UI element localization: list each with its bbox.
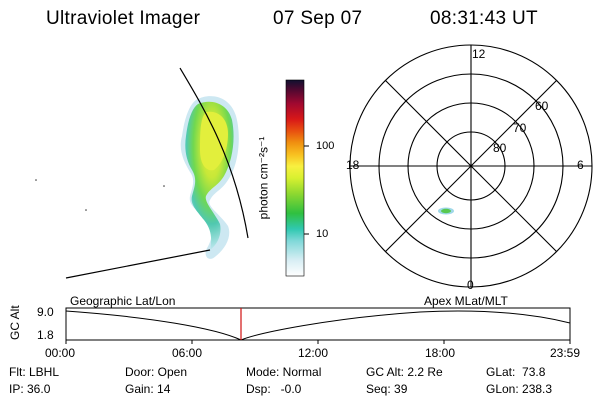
gc-alt-axis-label: GC Alt [8, 305, 22, 340]
glon-info: GLon: 238.3 [486, 382, 553, 396]
y-tick-1-8: 1.8 [37, 328, 54, 342]
colorbar-unit-label: photon cm⁻²s⁻¹ [256, 136, 271, 220]
aurora-image [35, 96, 239, 259]
x-tick-0000: 00:00 [45, 346, 76, 360]
polar-lat-80: 80 [493, 141, 507, 155]
x-tick-1200: 12:00 [298, 346, 329, 360]
gc-alt-info: GC Alt: 2.2 Re [366, 365, 443, 379]
colorbar-tick-10: 10 [316, 228, 329, 240]
polar-mlt-18: 18 [346, 158, 360, 172]
colorbar [285, 79, 309, 277]
gain-info: Gain: 14 [125, 382, 171, 396]
polar-lat-70: 70 [513, 121, 527, 135]
x-tick-0600: 06:00 [172, 346, 203, 360]
polar-lat-60: 60 [535, 99, 549, 113]
earth-limb-line [179, 67, 249, 239]
door-info: Door: Open [125, 365, 188, 379]
filter-info: Flt: LBHL [9, 365, 60, 379]
seq-info: Seq: 39 [366, 382, 408, 396]
time-label: 08:31:43 UT [430, 8, 538, 29]
x-tick-2359: 23:59 [550, 346, 581, 360]
instrument-title: Ultraviolet Imager [46, 8, 201, 29]
apex-title: Apex MLat/MLT [424, 294, 508, 308]
ip-info: IP: 36.0 [9, 382, 51, 396]
date-label: 07 Sep 07 [273, 8, 363, 29]
polar-mlt-6: 6 [577, 158, 584, 172]
glat-info: GLat: 73.8 [486, 365, 546, 379]
dsp-info: Dsp: -0.0 [246, 382, 302, 396]
geographic-title: Geographic Lat/Lon [70, 294, 176, 308]
y-tick-9: 9.0 [37, 305, 54, 319]
polar-aurora-spot [438, 207, 454, 215]
polar-mlt-12: 12 [472, 47, 486, 61]
altitude-timeline [65, 307, 571, 344]
colorbar-tick-100: 100 [316, 140, 335, 152]
polar-mlt-0: 0 [467, 278, 474, 292]
mode-info: Mode: Normal [246, 365, 322, 379]
terminator-line [65, 249, 211, 279]
x-tick-1800: 18:00 [425, 346, 456, 360]
polar-grid [349, 44, 593, 288]
